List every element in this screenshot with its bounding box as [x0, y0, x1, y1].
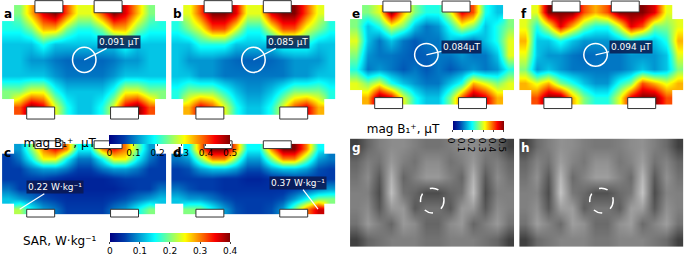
svg-text:0.084µT: 0.084µT — [443, 42, 480, 52]
svg-text:a: a — [4, 7, 12, 21]
svg-text:0: 0 — [446, 138, 456, 144]
svg-text:0.4: 0.4 — [223, 246, 238, 256]
svg-text:e: e — [352, 7, 360, 21]
svg-text:0.3: 0.3 — [193, 246, 207, 256]
svg-text:0.2: 0.2 — [163, 246, 177, 256]
svg-text:f: f — [521, 7, 527, 21]
svg-text:mag B₁⁺, µT: mag B₁⁺, µT — [23, 136, 96, 150]
svg-text:0.4: 0.4 — [199, 148, 214, 158]
svg-text:0.3: 0.3 — [175, 148, 189, 158]
svg-text:SAR, W·kg⁻¹: SAR, W·kg⁻¹ — [23, 234, 97, 248]
svg-text:g: g — [352, 141, 361, 155]
svg-text:0: 0 — [106, 148, 112, 158]
svg-text:0.1: 0.1 — [126, 148, 140, 158]
svg-text:0.094 µT: 0.094 µT — [611, 42, 651, 52]
svg-text:mag B₁⁺, µT: mag B₁⁺, µT — [367, 122, 440, 136]
svg-text:0.5: 0.5 — [497, 138, 507, 152]
svg-text:0.37 W·kg⁻¹: 0.37 W·kg⁻¹ — [271, 178, 325, 188]
svg-text:0.1: 0.1 — [133, 246, 147, 256]
svg-text:0: 0 — [107, 246, 113, 256]
svg-text:0.1: 0.1 — [456, 138, 466, 152]
svg-text:0.2: 0.2 — [466, 138, 476, 152]
svg-text:0.3: 0.3 — [477, 138, 487, 152]
svg-text:0.091 µT: 0.091 µT — [99, 37, 139, 47]
svg-text:b: b — [173, 7, 182, 21]
svg-text:0.4: 0.4 — [487, 138, 497, 153]
svg-text:0.085 µT: 0.085 µT — [268, 37, 308, 47]
svg-text:0.5: 0.5 — [223, 148, 237, 158]
svg-text:d: d — [173, 146, 182, 160]
svg-text:0.22 W·kg⁻¹: 0.22 W·kg⁻¹ — [28, 182, 82, 192]
svg-text:c: c — [4, 146, 11, 160]
svg-text:0.2: 0.2 — [150, 148, 164, 158]
svg-text:h: h — [521, 141, 530, 155]
